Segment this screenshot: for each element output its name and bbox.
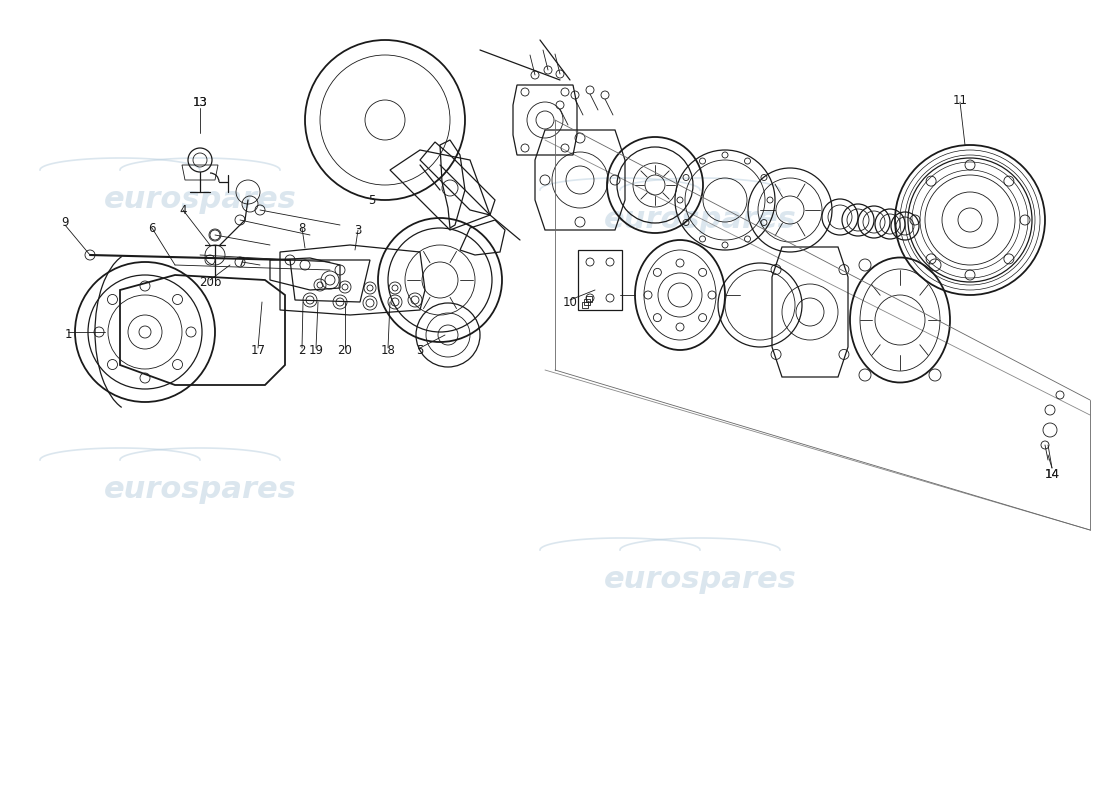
- Text: 5: 5: [368, 194, 376, 206]
- Text: 5: 5: [416, 343, 424, 357]
- Text: 13: 13: [192, 95, 208, 109]
- Text: 17: 17: [251, 343, 265, 357]
- Text: 3: 3: [354, 223, 362, 237]
- Text: 1: 1: [64, 329, 72, 342]
- Text: 8: 8: [298, 222, 306, 234]
- Text: eurospares: eurospares: [103, 475, 296, 505]
- Text: 14: 14: [1045, 469, 1059, 482]
- Text: 20: 20: [338, 343, 352, 357]
- Text: 9: 9: [62, 215, 68, 229]
- Text: 13: 13: [192, 95, 208, 109]
- Text: 6: 6: [148, 222, 156, 234]
- Text: 10: 10: [562, 295, 578, 309]
- Text: 19: 19: [308, 343, 323, 357]
- Text: 11: 11: [953, 94, 968, 106]
- Text: 14: 14: [1045, 469, 1059, 482]
- Text: 18: 18: [381, 343, 395, 357]
- Text: eurospares: eurospares: [103, 186, 296, 214]
- Text: eurospares: eurospares: [604, 566, 796, 594]
- Text: 4: 4: [179, 203, 187, 217]
- Text: 20b: 20b: [199, 275, 221, 289]
- Text: eurospares: eurospares: [604, 206, 796, 234]
- Text: 2: 2: [298, 343, 306, 357]
- Text: 7: 7: [239, 255, 245, 269]
